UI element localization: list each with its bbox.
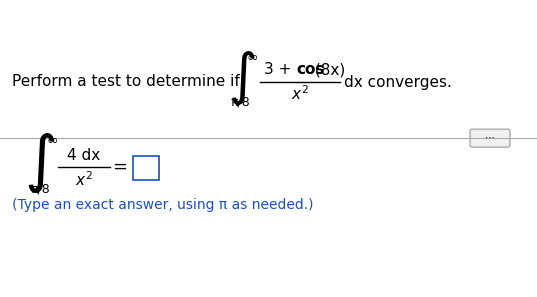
- Text: (8x): (8x): [310, 62, 345, 78]
- Text: $\int$: $\int$: [228, 49, 256, 107]
- Text: $x^2$: $x^2$: [291, 85, 309, 103]
- Text: =: =: [112, 158, 127, 176]
- Text: $x^2$: $x^2$: [75, 171, 93, 189]
- FancyBboxPatch shape: [133, 156, 159, 180]
- Text: dx converges.: dx converges.: [344, 75, 452, 89]
- Text: 3 +: 3 +: [264, 62, 296, 78]
- Text: π/8: π/8: [30, 182, 50, 195]
- Text: Perform a test to determine if: Perform a test to determine if: [12, 75, 240, 89]
- Text: $\int$: $\int$: [24, 131, 56, 195]
- Text: 4 dx: 4 dx: [67, 148, 100, 162]
- Text: ⋯: ⋯: [485, 133, 495, 143]
- FancyBboxPatch shape: [470, 129, 510, 147]
- Text: ∞: ∞: [46, 134, 58, 148]
- Text: ∞: ∞: [246, 51, 258, 65]
- Text: π/8: π/8: [230, 96, 250, 108]
- Text: (Type an exact answer, using π as needed.): (Type an exact answer, using π as needed…: [12, 198, 314, 212]
- Text: cos: cos: [296, 62, 324, 78]
